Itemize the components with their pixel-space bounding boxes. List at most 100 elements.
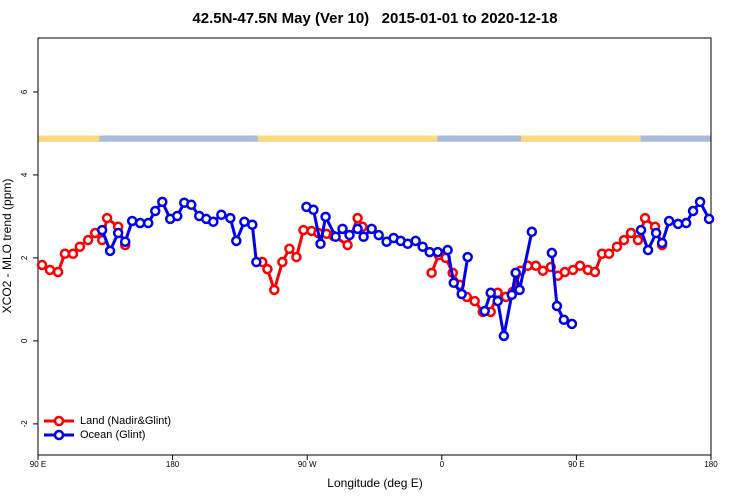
data-point bbox=[663, 215, 675, 227]
data-point bbox=[650, 227, 662, 239]
data-point bbox=[352, 212, 363, 224]
data-point bbox=[566, 318, 578, 330]
data-point bbox=[67, 248, 79, 260]
data-point bbox=[186, 199, 197, 211]
legend-marker bbox=[53, 415, 65, 427]
plot-frame bbox=[37, 37, 712, 456]
x-tick-label: 90 W bbox=[298, 460, 317, 469]
data-point bbox=[298, 224, 309, 236]
data-point bbox=[611, 241, 623, 252]
data-point bbox=[320, 211, 331, 223]
data-point bbox=[247, 219, 258, 230]
data-point bbox=[410, 235, 421, 247]
data-point bbox=[330, 231, 341, 242]
data-point bbox=[59, 248, 71, 260]
data-point bbox=[277, 256, 288, 268]
series-line bbox=[100, 200, 258, 263]
data-point bbox=[216, 209, 227, 221]
data-point bbox=[603, 248, 615, 260]
data-point bbox=[687, 205, 699, 217]
data-point bbox=[208, 216, 219, 228]
data-point bbox=[635, 224, 647, 236]
data-point bbox=[485, 287, 496, 299]
data-point bbox=[639, 212, 651, 224]
data-point bbox=[672, 218, 684, 230]
y-axis-label: XCO2 - MLO trend (ppm) bbox=[0, 179, 14, 314]
data-point bbox=[358, 231, 369, 242]
x-tick-label: 90 E bbox=[30, 460, 46, 469]
data-point bbox=[101, 212, 113, 224]
data-point bbox=[134, 217, 146, 229]
data-point bbox=[337, 223, 348, 235]
data-point bbox=[426, 267, 437, 279]
chart-title: 42.5N-47.5N May (Ver 10) 2015-01-01 to 2… bbox=[192, 10, 557, 27]
data-point bbox=[642, 244, 654, 256]
data-point bbox=[269, 284, 280, 296]
data-point bbox=[589, 266, 601, 278]
data-point bbox=[417, 241, 428, 252]
x-tick-label: 90 E bbox=[568, 460, 584, 469]
land-strip bbox=[38, 135, 100, 142]
data-point bbox=[537, 265, 549, 277]
data-point bbox=[52, 266, 64, 278]
data-point bbox=[119, 236, 131, 247]
y-tick-label: 2 bbox=[20, 255, 29, 260]
x-tick-label: 180 bbox=[704, 460, 718, 469]
data-point bbox=[157, 196, 168, 208]
data-point bbox=[448, 277, 460, 289]
data-point bbox=[352, 223, 363, 235]
legend-label: Ocean (Glint) bbox=[80, 429, 145, 441]
data-point bbox=[373, 229, 384, 241]
data-point bbox=[424, 246, 435, 258]
data-point bbox=[492, 295, 503, 307]
data-point bbox=[462, 251, 473, 263]
y-tick-label: 0 bbox=[20, 338, 29, 343]
data-point bbox=[308, 204, 319, 216]
data-point bbox=[546, 247, 558, 259]
data-point bbox=[142, 217, 154, 229]
land-strip bbox=[257, 135, 438, 142]
data-point bbox=[36, 259, 48, 271]
y-tick-label: -2 bbox=[20, 420, 29, 428]
data-point bbox=[456, 288, 467, 300]
data-point bbox=[44, 264, 56, 276]
data-point bbox=[342, 239, 353, 251]
data-point bbox=[632, 234, 644, 246]
data-point bbox=[171, 210, 183, 222]
data-point bbox=[559, 266, 571, 278]
legend-marker bbox=[53, 429, 65, 441]
data-point bbox=[442, 244, 453, 256]
data-point bbox=[703, 213, 715, 225]
data-point bbox=[82, 234, 94, 246]
data-point bbox=[574, 260, 586, 272]
data-point bbox=[74, 241, 86, 252]
data-point bbox=[526, 226, 538, 238]
x-tick-label: 0 bbox=[440, 460, 445, 469]
data-point bbox=[96, 224, 108, 236]
series-line bbox=[483, 231, 534, 338]
land-strip bbox=[521, 135, 641, 142]
y-tick-label: 4 bbox=[20, 172, 29, 177]
data-point bbox=[231, 235, 242, 247]
data-point bbox=[150, 205, 161, 217]
data-point bbox=[251, 256, 262, 268]
data-point bbox=[694, 196, 706, 208]
data-point bbox=[680, 217, 692, 229]
data-point bbox=[479, 305, 490, 317]
data-point bbox=[498, 330, 510, 342]
data-point bbox=[315, 238, 326, 250]
data-point bbox=[344, 229, 355, 241]
data-point bbox=[625, 227, 637, 239]
data-point bbox=[506, 289, 518, 301]
x-axis-label: Longitude (deg E) bbox=[327, 476, 422, 490]
data-point bbox=[510, 267, 521, 279]
data-point bbox=[469, 295, 480, 307]
data-point bbox=[530, 260, 542, 272]
series-line bbox=[550, 252, 573, 326]
data-point bbox=[291, 251, 302, 263]
data-point bbox=[551, 300, 563, 312]
data-point bbox=[432, 246, 444, 258]
data-point bbox=[618, 234, 630, 246]
data-point bbox=[284, 243, 295, 255]
